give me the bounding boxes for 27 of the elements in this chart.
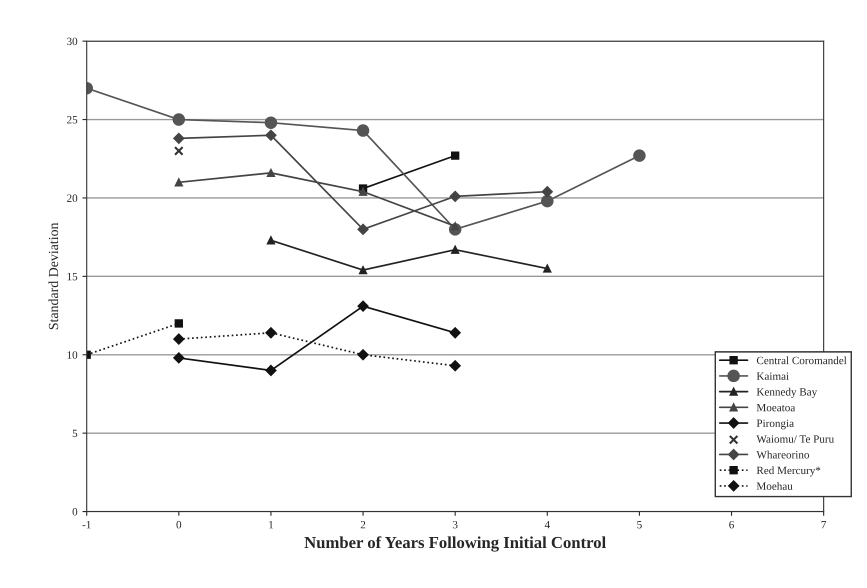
legend-label: Waiomu/ Te Puru	[756, 435, 834, 443]
x-tick-label: 2	[360, 520, 366, 528]
x-tick-label: 4	[544, 520, 550, 528]
y-tick-label: 5	[72, 430, 78, 438]
y-axis-title: Standard Deviation	[48, 222, 58, 330]
x-tick-label: 6	[729, 520, 734, 528]
x-tick-label: 7	[822, 521, 826, 528]
x-tick-label: 3	[452, 520, 458, 528]
legend-label: Red Mercury*	[756, 466, 820, 476]
legend-label: Central Coromandel	[756, 356, 847, 364]
legend-label: Moeatoa	[756, 404, 796, 412]
y-tick-label: 10	[68, 351, 78, 359]
legend-label: Kaimai	[756, 372, 789, 380]
legend-label: Whareorino	[756, 450, 810, 459]
x-axis-title: Number of Years Following Initial Control	[304, 536, 606, 552]
legend-label: Kennedy Bay	[756, 388, 818, 398]
y-tick-label: 20	[67, 194, 78, 202]
y-tick-label: 25	[67, 116, 78, 124]
y-tick-label: 15	[68, 272, 78, 280]
y-tick-label: 30	[67, 38, 78, 46]
y-tick-label: 0	[72, 508, 78, 516]
x-tick-label: 5	[637, 521, 642, 528]
legend-label: Moehau	[756, 482, 793, 490]
x-tick-label: 0	[176, 520, 182, 528]
legend-label: Pirongia	[756, 420, 794, 430]
x-tick-label: 1	[269, 520, 274, 528]
x-tick-label: -1	[82, 520, 91, 528]
